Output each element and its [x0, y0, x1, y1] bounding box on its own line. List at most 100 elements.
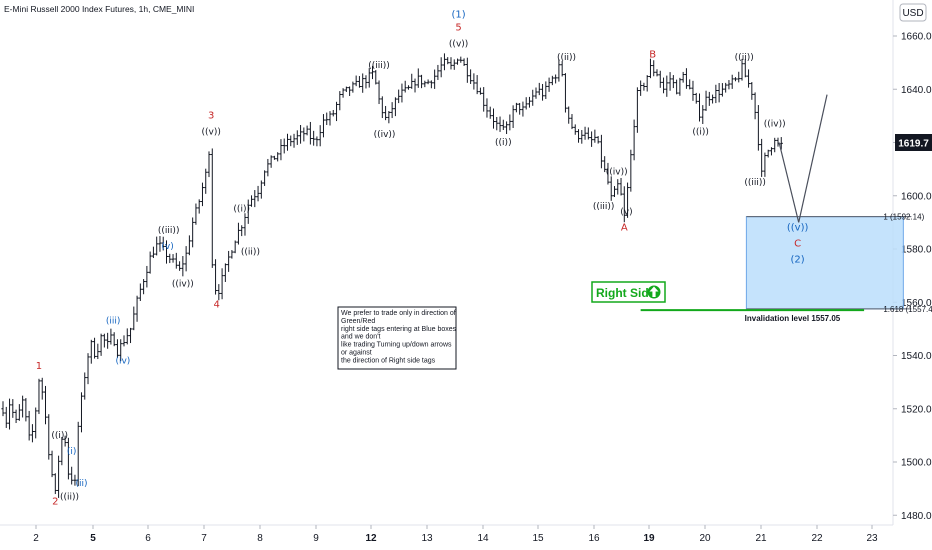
- price-tick-label: 1520.0: [901, 404, 932, 415]
- time-tick-label: 22: [811, 533, 823, 544]
- wave-label: ((ii)): [241, 247, 260, 257]
- price-bar: [442, 53, 447, 71]
- price-bar: [586, 127, 590, 140]
- price-bar: [142, 279, 146, 295]
- price-bar: [671, 75, 675, 89]
- price-bar: [691, 80, 695, 101]
- currency-badge[interactable]: USD: [899, 3, 927, 22]
- note-line: like trading Turning up/down arrows: [341, 342, 452, 349]
- price-bar: [596, 136, 600, 144]
- price-bar: [648, 58, 653, 79]
- time-axis[interactable]: 2 5 6 7 8 9 12 13 14 15 16 19 20 21 22 23: [33, 525, 878, 544]
- price-bar: [773, 137, 777, 153]
- time-tick-label: 13: [421, 533, 433, 544]
- price-bar: [550, 75, 554, 86]
- price-bar: [7, 398, 12, 430]
- wave-label: ((iv)): [374, 130, 396, 140]
- price-bar: [380, 96, 384, 119]
- price-bar: [619, 177, 623, 196]
- price-bar: [60, 437, 64, 466]
- time-tick-label: 6: [145, 533, 151, 544]
- wave-label: ((v)): [449, 40, 468, 50]
- price-bar: [213, 259, 218, 295]
- wave-label: ((iii)): [593, 202, 615, 212]
- price-bar: [289, 135, 293, 147]
- price-bar: [181, 256, 185, 277]
- price-bar: [21, 395, 25, 418]
- price-bar: [128, 327, 133, 344]
- price-bar: [508, 114, 512, 131]
- price-bar: [53, 473, 57, 495]
- price-bar: [573, 124, 577, 135]
- price-bar: [47, 414, 51, 460]
- price-bar: [400, 83, 404, 103]
- price-bar: [423, 80, 427, 88]
- price-bar: [419, 74, 424, 89]
- wave-label: (1): [452, 9, 466, 20]
- price-bar: [305, 125, 309, 136]
- note-line: and we don't: [341, 334, 381, 341]
- price-bar: [540, 83, 545, 101]
- price-bar: [223, 263, 227, 282]
- wave-label: ((i)): [495, 138, 512, 148]
- time-tick-label: 2: [33, 533, 39, 544]
- price-bar: [76, 421, 80, 487]
- price-bar: [243, 213, 247, 236]
- price-bar: [279, 139, 283, 161]
- price-bar: [393, 97, 397, 117]
- price-bar: [259, 180, 263, 199]
- price-bar: [475, 75, 479, 95]
- price-bar: [37, 378, 41, 415]
- wave-label: ((ii)): [557, 53, 576, 63]
- price-bar: [655, 69, 659, 77]
- price-bar: [341, 88, 345, 98]
- price-bar: [119, 339, 123, 362]
- price-bar: [701, 105, 705, 124]
- price-bar: [704, 90, 708, 111]
- price-bar: [697, 93, 702, 122]
- price-bar: [482, 87, 486, 112]
- time-tick-label: 15: [532, 533, 544, 544]
- target-zone: 1 (1592.14) 1.618 (1557.49): [745, 213, 932, 314]
- price-bar: [83, 372, 87, 400]
- price-bar: [469, 69, 473, 84]
- price-bar: [158, 236, 162, 252]
- wave-label: B: [649, 49, 656, 60]
- price-bar: [164, 240, 169, 264]
- price-bar: [233, 240, 237, 254]
- price-bar: [717, 82, 721, 103]
- price-bar: [750, 82, 754, 100]
- wave-label: (v): [620, 207, 632, 217]
- price-bar: [675, 79, 679, 95]
- price-bar: [436, 64, 440, 80]
- price-bar: [383, 105, 388, 121]
- price-bar: [344, 86, 348, 93]
- price-bar: [145, 265, 149, 288]
- time-tick-label: 12: [365, 533, 377, 544]
- price-bar: [272, 155, 277, 160]
- price-bar: [724, 82, 728, 93]
- wave-label: ((iii)): [744, 178, 766, 188]
- price-bar: [446, 57, 450, 65]
- price-bar: [410, 73, 414, 89]
- price-bar: [249, 195, 254, 207]
- note-line: Green/Red: [341, 318, 375, 325]
- price-bar: [387, 110, 391, 124]
- note-box: We prefer to trade only in direction ofG…: [337, 306, 457, 370]
- price-bar: [632, 119, 636, 161]
- price-bar: [276, 152, 280, 162]
- price-bar: [351, 81, 355, 93]
- time-tick-label: 23: [866, 533, 878, 544]
- projection-path: [778, 94, 828, 223]
- price-bar: [534, 87, 538, 99]
- note-line: right side tags entering at Blue boxes: [341, 326, 457, 333]
- price-bar: [390, 102, 394, 119]
- price-bar: [204, 168, 208, 194]
- price-bar: [99, 333, 103, 356]
- price-bar: [665, 75, 669, 97]
- price-tick-label: 1540.0: [901, 351, 932, 362]
- price-bar: [462, 58, 466, 66]
- note-line: We prefer to trade only in direction of: [341, 310, 456, 317]
- price-bar: [567, 106, 571, 124]
